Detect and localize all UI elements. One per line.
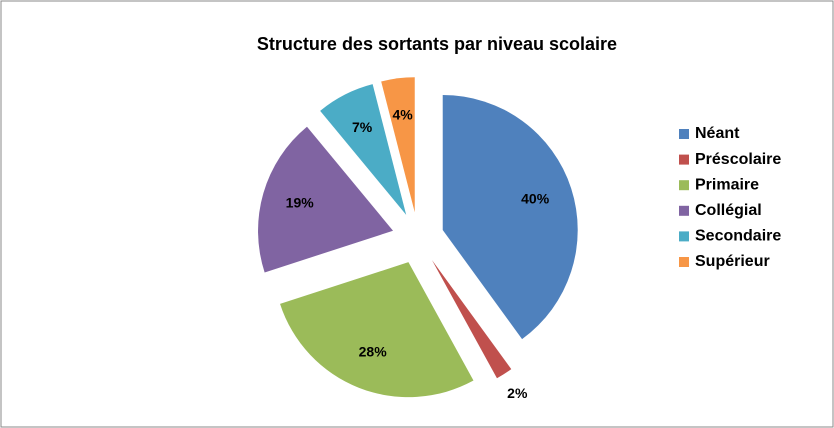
pie-slice (258, 126, 394, 273)
legend-label: Supérieur (695, 253, 770, 270)
pie-slice (381, 77, 415, 213)
pie-slice (442, 94, 578, 340)
pie-slice (431, 259, 512, 379)
legend-swatch (679, 180, 689, 191)
legend-label: Néant (695, 125, 740, 142)
legend-swatch (679, 129, 689, 139)
legend-label: Primaire (695, 176, 759, 193)
data-label: 2% (507, 385, 528, 401)
data-label: 40% (521, 191, 550, 207)
data-label: 28% (359, 343, 388, 359)
legend-label: Préscolaire (695, 151, 781, 168)
data-label: 19% (286, 194, 315, 210)
legend-label: Secondaire (695, 228, 781, 245)
data-label: 7% (352, 119, 373, 135)
pie-slice (320, 84, 407, 215)
legend-swatch (679, 154, 689, 165)
data-label: 4% (392, 106, 413, 122)
legend-swatch (679, 257, 689, 267)
legend-label: Collégial (695, 202, 762, 219)
pie-slice (280, 262, 474, 398)
legend-swatch (679, 205, 689, 216)
legend-swatch (679, 231, 689, 242)
chart-title: Structure des sortants par niveau scolai… (257, 34, 617, 54)
